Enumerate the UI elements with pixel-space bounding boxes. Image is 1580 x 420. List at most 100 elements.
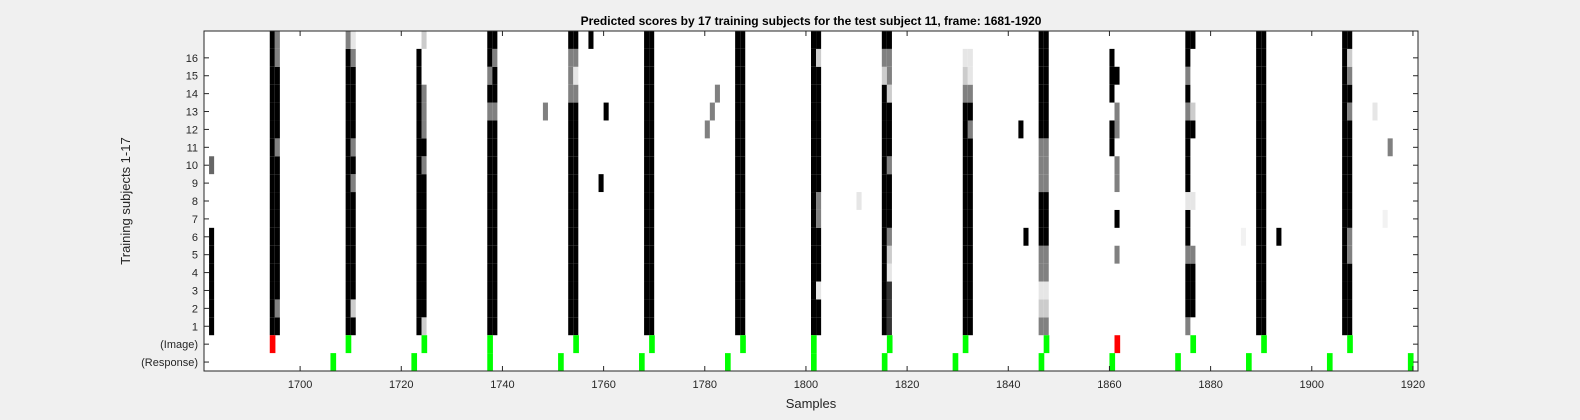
score-cell (1109, 48, 1115, 67)
score-cell (274, 174, 280, 193)
score-cell (811, 102, 817, 121)
score-cell (811, 31, 817, 49)
score-cell (881, 192, 887, 210)
score-cell (1038, 31, 1044, 49)
score-cell (269, 263, 275, 282)
score-cell (816, 317, 822, 336)
score-cell (573, 174, 579, 193)
score-cell (1185, 263, 1191, 282)
score-cell (967, 156, 973, 175)
score-cell (416, 174, 422, 193)
score-cell (1342, 31, 1348, 49)
score-cell (962, 281, 968, 300)
score-cell (603, 102, 609, 121)
score-cell (269, 299, 275, 318)
score-cell (816, 263, 822, 282)
score-cell (1261, 84, 1267, 103)
score-cell (1109, 66, 1115, 85)
x-tick-label: 1720 (389, 379, 413, 391)
response-marker (558, 353, 564, 371)
score-cell (274, 120, 280, 139)
score-cell (573, 245, 579, 264)
score-cell (886, 281, 892, 300)
score-cell (740, 317, 746, 336)
score-cell (735, 299, 741, 318)
score-cell (1038, 192, 1044, 210)
score-cell (1256, 299, 1262, 318)
score-cell (1261, 245, 1267, 264)
image-marker (269, 335, 276, 354)
score-cell (568, 317, 574, 336)
score-cell (816, 120, 822, 139)
score-cell (350, 209, 356, 228)
score-cell (487, 281, 493, 300)
score-cell (1347, 245, 1353, 264)
score-cell (1256, 263, 1262, 282)
score-cell (269, 84, 275, 103)
score-cell (1347, 138, 1353, 157)
score-cell (1190, 263, 1196, 282)
score-cell (816, 48, 822, 67)
score-cell (886, 48, 892, 67)
response-marker (1326, 353, 1333, 371)
score-cell (811, 209, 817, 228)
score-cell (573, 156, 579, 175)
score-cell (735, 31, 741, 49)
score-cell (350, 48, 356, 67)
score-cell (568, 48, 574, 67)
score-cell (962, 156, 968, 175)
score-cell (416, 227, 422, 246)
score-cell (274, 245, 280, 264)
score-cell (962, 299, 968, 318)
score-cell (350, 263, 356, 282)
score-cell (573, 281, 579, 300)
x-axis-label: Samples (786, 396, 837, 411)
score-cell (967, 317, 973, 336)
x-tick-label: 1880 (1198, 379, 1222, 391)
score-cell (598, 174, 604, 193)
score-cell (568, 31, 574, 49)
image-marker (487, 335, 493, 354)
score-cell (962, 102, 968, 121)
score-cell (492, 156, 498, 175)
score-cell (886, 299, 892, 318)
score-cell (350, 299, 356, 318)
image-marker (811, 335, 817, 354)
score-cell (967, 281, 973, 300)
score-cell (881, 84, 887, 103)
score-cell (649, 245, 655, 264)
score-cell (1342, 156, 1348, 175)
score-cell (492, 138, 498, 157)
score-cell (644, 102, 650, 121)
score-cell (967, 192, 973, 210)
score-cell (1114, 102, 1120, 121)
score-cell (1043, 263, 1049, 282)
score-cell (740, 174, 746, 193)
y-tick-label: 7 (192, 214, 198, 226)
score-cell (740, 120, 746, 139)
score-cell (568, 174, 574, 193)
response-marker (725, 353, 731, 371)
score-cell (345, 120, 351, 139)
score-cell (1043, 317, 1049, 336)
score-cell (421, 156, 427, 175)
score-cell (740, 281, 746, 300)
score-cell (644, 48, 650, 67)
response-marker (1246, 353, 1252, 371)
score-cell (1347, 317, 1353, 336)
score-cell (886, 120, 892, 139)
y-tick-label: 9 (192, 178, 198, 190)
score-cell (1256, 245, 1262, 264)
score-cell (573, 66, 579, 85)
score-cell (1261, 174, 1267, 193)
score-cell (967, 263, 973, 282)
score-cell (881, 245, 887, 264)
score-cell (487, 31, 493, 49)
score-cell (886, 156, 892, 175)
score-cell (649, 102, 655, 121)
response-marker (1175, 353, 1181, 371)
score-cell (886, 31, 892, 49)
score-cell (1185, 245, 1191, 264)
score-cell (274, 48, 280, 67)
score-cell (1114, 120, 1120, 139)
